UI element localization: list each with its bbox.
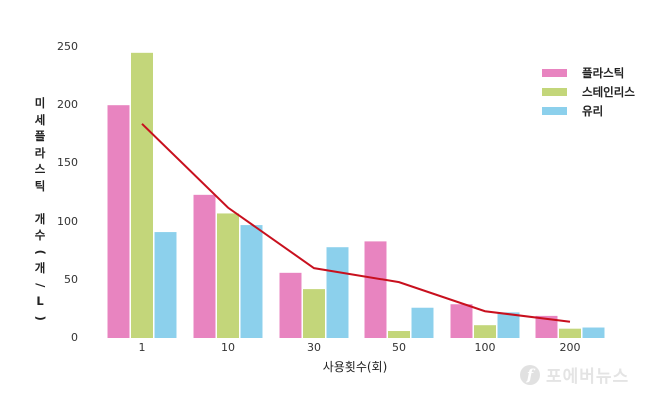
legend-item-stainless: 스테인리스 bbox=[542, 85, 635, 99]
x-tick-label: 50 bbox=[392, 341, 406, 354]
y-tick-label: 50 bbox=[64, 272, 78, 286]
y-label-char: 수 bbox=[34, 228, 46, 242]
bar bbox=[107, 105, 130, 338]
y-tick-label: 250 bbox=[57, 40, 78, 53]
bar bbox=[388, 331, 410, 338]
bar bbox=[474, 325, 496, 338]
watermark-text: 포에버뉴스 bbox=[546, 367, 630, 387]
bar bbox=[364, 241, 387, 338]
bar bbox=[154, 232, 177, 338]
legend-swatch-plastic bbox=[542, 69, 567, 77]
legend-item-plastic: 플라스틱 bbox=[542, 66, 624, 80]
y-label-char: L bbox=[36, 294, 44, 308]
watermark: f 포에버뉴스 bbox=[520, 362, 629, 387]
y-label-char: 틱 bbox=[34, 178, 46, 193]
x-tick-label: 100 bbox=[474, 341, 496, 354]
y-label-char: 개 bbox=[34, 211, 46, 226]
legend-swatch-stainless bbox=[542, 88, 567, 96]
x-axis-label: 사용횟수(회) bbox=[322, 360, 388, 374]
bar bbox=[450, 304, 473, 338]
y-label-char: ) bbox=[33, 315, 48, 321]
trend-line bbox=[141, 123, 571, 323]
bar bbox=[559, 328, 581, 338]
y-label-char: 개 bbox=[34, 261, 46, 275]
bar bbox=[240, 225, 263, 338]
bar bbox=[535, 315, 558, 338]
x-tick-label: 200 bbox=[559, 341, 581, 354]
legend-label-stainless: 스테인리스 bbox=[582, 85, 635, 99]
y-tick-label: 200 bbox=[57, 98, 78, 112]
legend-swatch-glass bbox=[542, 107, 567, 115]
y-label-char: 세 bbox=[34, 112, 46, 127]
y-label-char: ( bbox=[33, 249, 48, 255]
y-label-char bbox=[33, 194, 47, 211]
x-tick-label: 30 bbox=[307, 341, 321, 354]
bar bbox=[193, 194, 216, 338]
y-label-char: 미 bbox=[34, 96, 46, 110]
bar bbox=[326, 247, 349, 338]
bar bbox=[411, 307, 434, 338]
bar bbox=[497, 312, 520, 338]
legend-item-glass: 유리 bbox=[542, 104, 603, 118]
y-tick-label: 150 bbox=[57, 156, 78, 170]
bar bbox=[131, 52, 153, 338]
bar bbox=[582, 327, 605, 338]
y-label-char: 라 bbox=[34, 145, 46, 160]
bar bbox=[217, 213, 239, 338]
y-tick-label: 0 bbox=[71, 331, 78, 344]
y-label-char: / bbox=[33, 282, 48, 287]
x-tick-label: 1 bbox=[138, 341, 146, 354]
legend-label-glass: 유리 bbox=[582, 104, 604, 118]
news-logo-icon: f bbox=[520, 364, 540, 385]
y-tick-label: 100 bbox=[57, 214, 78, 228]
y-label-char: 플 bbox=[34, 129, 46, 143]
y-label-char: 스 bbox=[34, 162, 46, 176]
legend-label-plastic: 플라스틱 bbox=[582, 66, 625, 80]
bar bbox=[303, 289, 325, 338]
x-tick-label: 10 bbox=[221, 341, 235, 354]
bar bbox=[279, 272, 302, 338]
